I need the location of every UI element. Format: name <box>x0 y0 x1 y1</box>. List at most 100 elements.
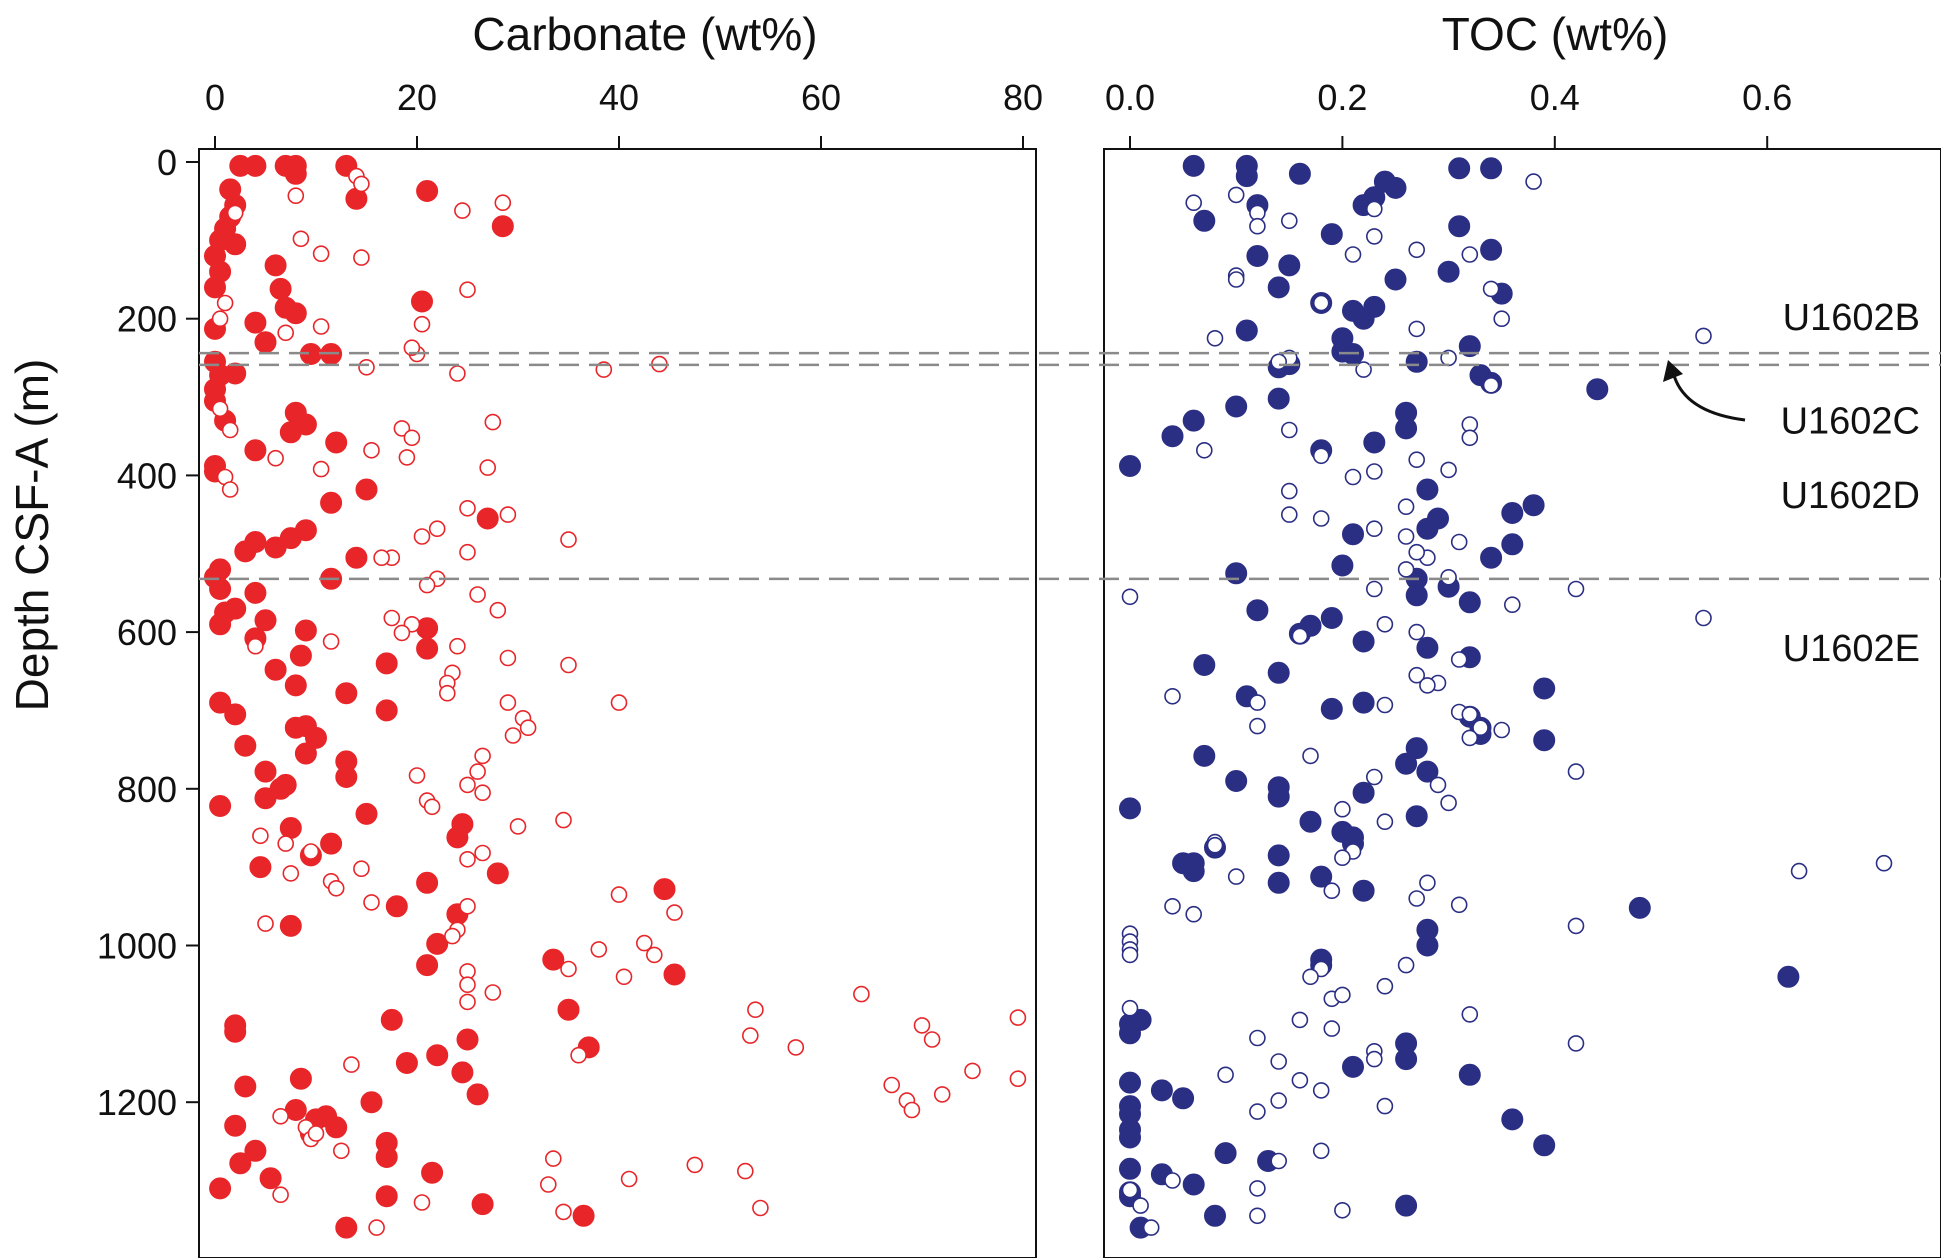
toc-point-filled <box>1150 1079 1173 1102</box>
toc-point-open <box>1440 461 1457 479</box>
toc-point-filled <box>1119 455 1141 477</box>
toc-point-open <box>1461 1006 1479 1023</box>
toc-point-open <box>1249 694 1266 711</box>
carbonate-point-filled <box>269 277 292 300</box>
carbonate-point-open <box>570 1046 587 1064</box>
toc-point-open <box>1312 294 1330 312</box>
toc-point-filled <box>1458 335 1481 358</box>
site-label: U1602B <box>1783 297 1920 339</box>
toc-point-open <box>1567 917 1585 935</box>
carbonate-point-filled <box>375 699 398 722</box>
toc-point-filled <box>1342 523 1364 546</box>
carbonate-point-filled <box>416 954 439 977</box>
carbonate-point-open <box>322 633 340 650</box>
toc-point-filled <box>1182 1173 1205 1196</box>
carbonate-point-filled <box>244 1139 267 1162</box>
toc-point-open <box>1164 897 1181 915</box>
carbonate-point-filled <box>421 1161 444 1184</box>
toc-point-open <box>1281 506 1298 523</box>
toc-point-open <box>1567 580 1585 598</box>
toc-point-filled <box>1416 934 1439 957</box>
carbonate-point-filled <box>426 932 449 955</box>
toc-point-filled <box>1480 546 1503 569</box>
toc-point-open <box>1334 849 1351 867</box>
toc-point-open <box>1790 862 1808 880</box>
toc-point-open <box>1227 186 1245 204</box>
toc-point-filled <box>1395 1194 1418 1217</box>
carbonate-point-filled <box>224 1020 247 1043</box>
toc-point-open <box>1461 706 1479 723</box>
carbonate-data-points <box>204 154 1027 1239</box>
depth-tick-label: 1000 <box>97 926 177 967</box>
toc-point-filled <box>1267 871 1290 894</box>
carbonate-point-open <box>504 727 522 744</box>
carbonate-point-open <box>560 960 577 978</box>
toc-point-filled <box>1342 1055 1364 1078</box>
toc-point-filled <box>1225 770 1248 792</box>
toc-point-filled <box>1352 630 1375 653</box>
carbonate-point-filled <box>466 1083 489 1106</box>
carbonate-point-open <box>590 941 608 958</box>
carbonate-point-filled <box>224 1114 247 1137</box>
toc-point-open <box>1249 1207 1266 1225</box>
site-label: U1602C <box>1781 401 1920 443</box>
carbonate-point-filled <box>209 691 232 714</box>
toc-point-filled <box>1352 781 1375 804</box>
toc-point-filled <box>1416 636 1439 659</box>
toc-point-filled <box>1437 260 1460 283</box>
carbonate-point-open <box>277 835 295 852</box>
hole-boundaries <box>199 351 1941 581</box>
toc-point-open <box>1397 956 1415 974</box>
toc-point-filled <box>1267 785 1290 808</box>
carbonate-point-open <box>449 637 466 655</box>
carbonate-point-open <box>620 1170 638 1188</box>
toc-x-tick-label: 0.4 <box>1530 77 1580 118</box>
carbonate-point-filled <box>209 795 232 817</box>
toc-point-filled <box>1628 896 1651 919</box>
carbonate-point-open <box>459 897 476 915</box>
toc-point-filled <box>1214 1142 1237 1165</box>
site-labels: U1602B U1602C U1602D U1602E <box>1781 297 1920 670</box>
toc-point-open <box>1461 429 1479 447</box>
carbonate-point-open <box>353 860 370 878</box>
toc-point-open <box>1334 986 1351 1004</box>
carbonate-point-filled <box>426 1044 449 1067</box>
toc-point-open <box>1695 327 1712 345</box>
toc-point-filled <box>1299 810 1322 833</box>
toc-point-open <box>1121 999 1139 1017</box>
toc-point-filled <box>1246 599 1269 622</box>
toc-point-open <box>1344 246 1362 263</box>
carbonate-point-filled <box>471 1193 494 1216</box>
carbonate-point-open <box>353 249 370 266</box>
toc-point-open <box>1312 1142 1330 1160</box>
carbonate-point-open <box>423 798 441 816</box>
toc-point-filled <box>1161 425 1184 448</box>
carbonate-point-filled <box>209 578 232 600</box>
toc-point-open <box>1450 651 1468 668</box>
toc-point-open <box>1567 1035 1585 1052</box>
carbonate-point-filled <box>320 832 343 855</box>
carbonate-point-open <box>444 927 461 945</box>
toc-point-open <box>1493 721 1510 739</box>
toc-point-open <box>1875 854 1893 872</box>
carbonate-point-open <box>393 624 411 642</box>
carbonate-point-open <box>312 460 330 478</box>
carbonate-point-open <box>499 694 517 711</box>
toc-point-filled <box>1267 387 1290 410</box>
toc-point-open <box>1440 794 1457 812</box>
carbonate-point-open <box>666 904 683 921</box>
toc-point-filled <box>1405 737 1428 760</box>
carbonate-point-open <box>257 915 274 932</box>
toc-panel: TOC (wt%) 0.0 0.2 0.4 0.6 <box>1103 8 1941 1258</box>
carbonate-x-tick-label: 80 <box>1003 77 1043 118</box>
carbonate-point-filled <box>234 1075 257 1098</box>
toc-point-open <box>1344 468 1362 486</box>
carbonate-point-open <box>408 767 426 784</box>
toc-point-filled <box>1501 502 1524 524</box>
carbonate-point-filled <box>234 734 257 757</box>
toc-point-open <box>1376 813 1394 831</box>
toc-point-filled <box>1320 607 1343 629</box>
carbonate-point-filled <box>289 1067 312 1090</box>
carbonate-point-open <box>252 827 269 845</box>
toc-point-filled <box>1193 209 1216 232</box>
